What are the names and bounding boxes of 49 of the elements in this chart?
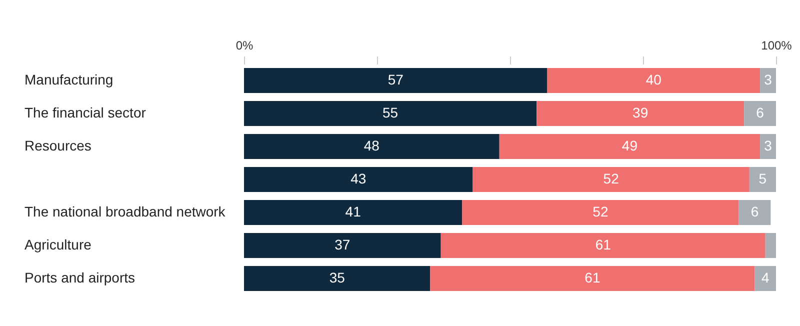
y-tick-label: The national broadband network <box>24 204 226 220</box>
data-label: 5 <box>758 170 767 186</box>
bar <box>536 100 744 126</box>
data-label: 48 <box>364 138 380 154</box>
y-tick-label: Agriculture <box>24 236 92 252</box>
bar <box>244 200 462 226</box>
y-tick-label: The financial sector <box>24 104 146 120</box>
data-label: 57 <box>388 72 404 88</box>
bar <box>547 68 760 94</box>
data-label: 3 <box>764 138 772 154</box>
data-label: 40 <box>646 72 662 88</box>
y-tick-label: Ports and airports <box>24 270 135 286</box>
data-label: 37 <box>334 236 350 252</box>
bar <box>749 166 776 192</box>
x-tick-label: 100% <box>761 38 792 52</box>
bar <box>754 266 776 292</box>
data-label: 49 <box>622 138 638 154</box>
data-label: 55 <box>382 104 398 120</box>
data-label: 6 <box>756 104 764 120</box>
y-tick-label: Manufacturing <box>24 72 114 88</box>
bar <box>472 166 750 192</box>
bar <box>244 166 473 192</box>
data-label: 41 <box>345 204 362 220</box>
data-label: 39 <box>632 104 648 120</box>
data-label: 35 <box>329 270 346 286</box>
bar <box>244 68 548 94</box>
y-tick-label: Resources <box>24 138 92 154</box>
data-label: 3 <box>764 72 772 88</box>
data-label: 52 <box>592 204 608 220</box>
bar <box>738 200 771 226</box>
data-label: 43 <box>350 170 366 186</box>
bar <box>244 134 500 160</box>
bar <box>462 200 739 226</box>
x-tick-label: 0% <box>236 38 254 52</box>
bar <box>440 232 766 258</box>
data-label: 61 <box>584 270 600 286</box>
data-label: 6 <box>750 204 759 220</box>
bar <box>430 266 755 292</box>
data-label: 52 <box>603 170 620 186</box>
bar <box>760 134 776 160</box>
bar <box>765 232 776 258</box>
bar <box>244 232 441 258</box>
bar <box>760 68 776 94</box>
data-label: 61 <box>595 236 612 252</box>
bar <box>744 100 776 126</box>
bar <box>244 100 537 126</box>
bar <box>499 134 760 160</box>
bar <box>244 266 430 292</box>
data-label: 4 <box>761 270 770 286</box>
